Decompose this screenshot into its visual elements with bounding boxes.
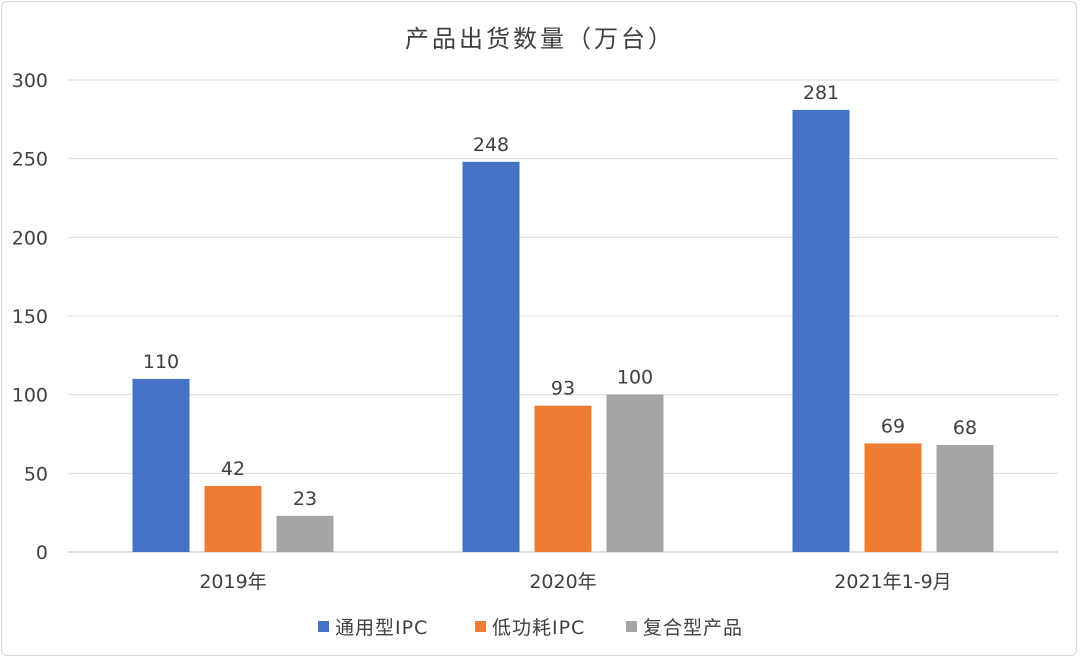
- bar: [534, 405, 592, 552]
- data-label: 69: [881, 415, 905, 437]
- legend-label: 通用型IPC: [335, 617, 428, 639]
- bar: [936, 445, 994, 552]
- y-tick-label: 50: [24, 463, 48, 485]
- y-tick-label: 0: [36, 542, 48, 564]
- x-tick-label: 2019年: [199, 571, 266, 593]
- data-label: 281: [803, 82, 839, 104]
- bar: [864, 443, 922, 552]
- legend-swatch: [626, 621, 637, 632]
- legend-label: 低功耗IPC: [492, 617, 585, 639]
- y-tick-label: 150: [12, 306, 48, 328]
- data-label: 68: [953, 417, 977, 439]
- legend-swatch: [318, 621, 329, 632]
- y-tick-label: 200: [12, 227, 48, 249]
- y-tick-label: 250: [12, 149, 48, 171]
- data-label: 93: [551, 378, 575, 400]
- bar: [132, 378, 190, 552]
- y-tick-label: 300: [12, 70, 48, 92]
- legend-swatch: [475, 621, 486, 632]
- y-tick-label: 100: [12, 385, 48, 407]
- bar: [204, 485, 262, 552]
- legend-label: 复合型产品: [643, 617, 743, 639]
- data-label: 23: [293, 488, 317, 510]
- x-tick-label: 2020年: [529, 571, 596, 593]
- bar: [606, 394, 664, 552]
- data-label: 248: [473, 134, 509, 156]
- data-label: 42: [221, 458, 245, 480]
- data-label: 100: [617, 367, 653, 389]
- chart-title: 产品出货数量（万台）: [405, 25, 675, 53]
- bar: [462, 161, 520, 552]
- bar: [276, 515, 334, 552]
- x-tick-label: 2021年1-9月: [834, 571, 951, 593]
- data-label: 110: [143, 351, 179, 373]
- bar: [792, 109, 850, 552]
